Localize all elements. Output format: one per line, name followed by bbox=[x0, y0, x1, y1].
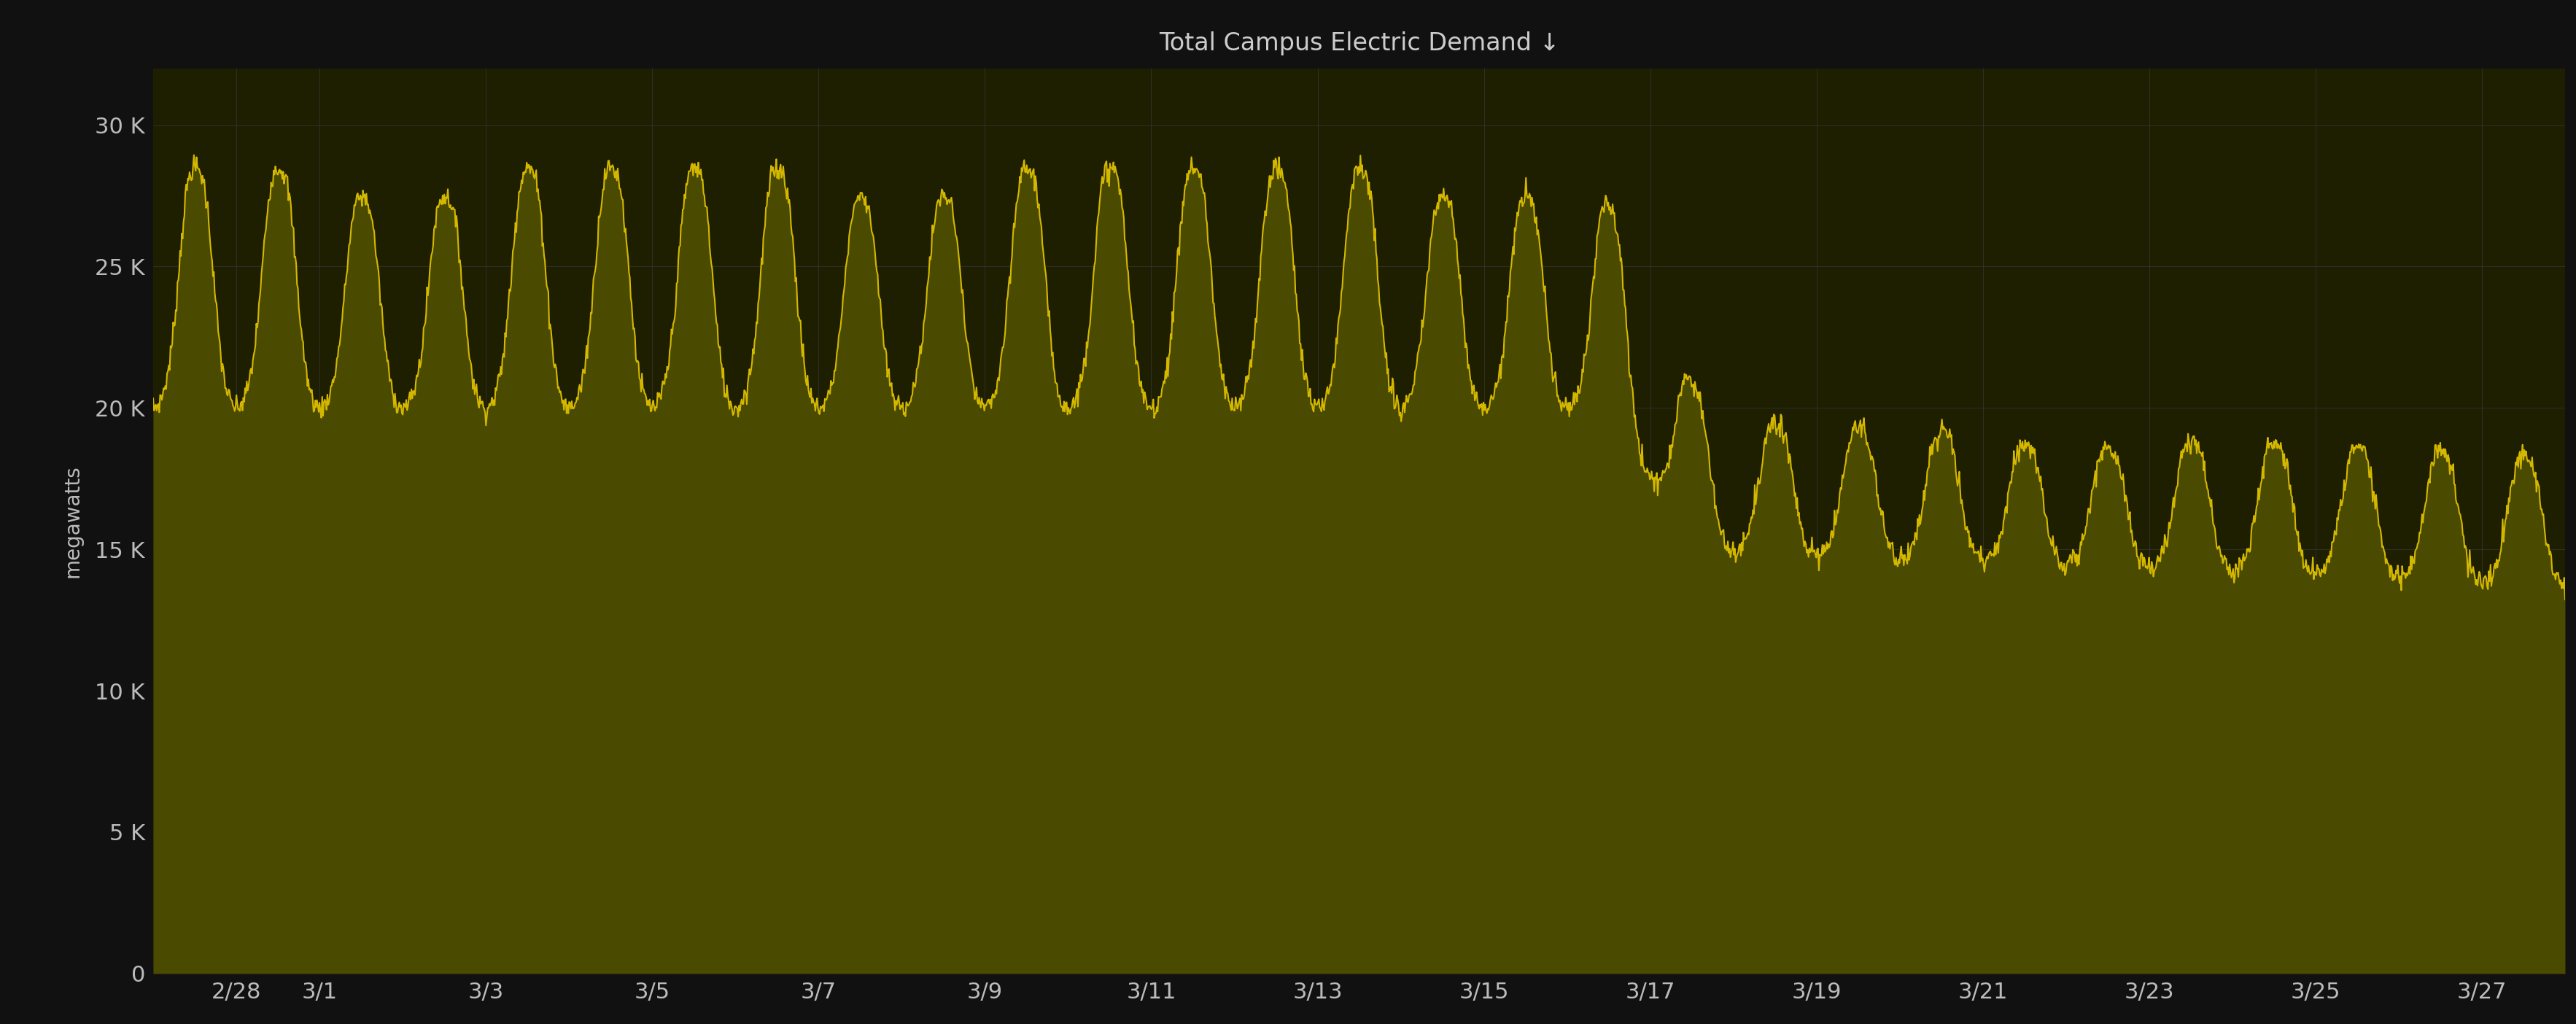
Y-axis label: megawatts: megawatts bbox=[62, 465, 82, 578]
Title: Total Campus Electric Demand ↓: Total Campus Electric Demand ↓ bbox=[1159, 32, 1558, 55]
